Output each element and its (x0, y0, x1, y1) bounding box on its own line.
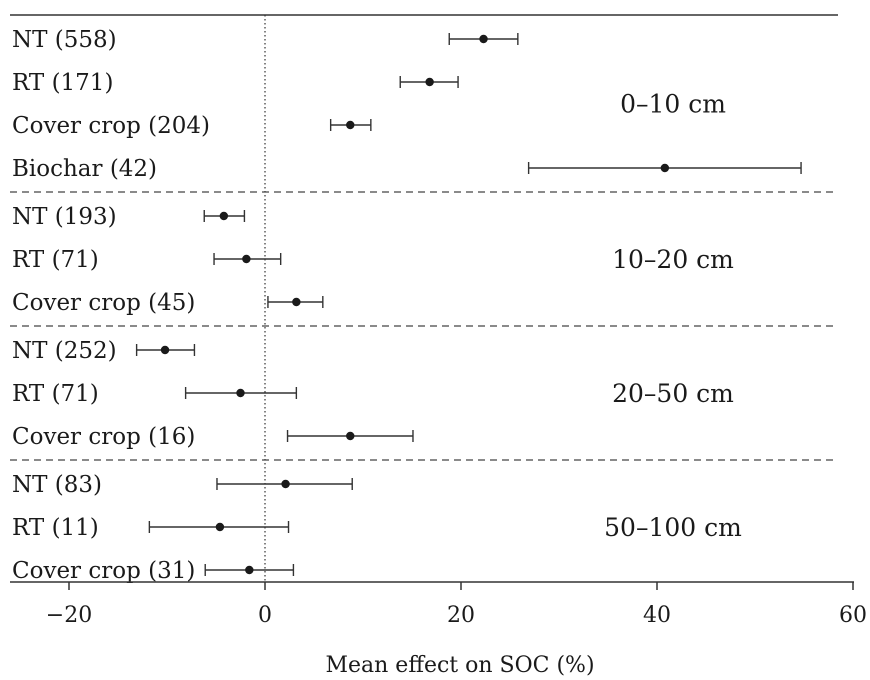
row-label: Cover crop (31) (12, 558, 195, 584)
x-axis-title: Mean effect on SOC (%) (325, 653, 594, 678)
depth-label: 50–100 cm (604, 513, 742, 542)
mean-point (160, 345, 170, 355)
x-tick-label: 40 (643, 603, 671, 628)
mean-point (236, 388, 245, 398)
mean-point (425, 77, 434, 87)
row-label: RT (171) (12, 70, 113, 96)
mean-point (660, 163, 670, 173)
mean-point (245, 565, 254, 575)
row-label: Biochar (42) (12, 156, 157, 182)
row-label: RT (11) (12, 515, 99, 541)
mean-point (242, 254, 251, 264)
x-tick-label: 20 (447, 603, 475, 628)
mean-point (219, 211, 229, 221)
x-tick-label: 0 (258, 603, 272, 628)
row-label: RT (71) (12, 381, 99, 407)
mean-point (346, 120, 355, 130)
depth-label: 0–10 cm (620, 90, 726, 119)
row-label: NT (83) (12, 472, 102, 498)
depth-label: 20–50 cm (612, 379, 734, 408)
mean-point (281, 479, 290, 489)
row-label: Cover crop (204) (12, 113, 210, 139)
mean-point (292, 297, 301, 307)
row-label: RT (71) (12, 247, 99, 273)
mean-point (215, 522, 225, 532)
row-label: NT (193) (12, 204, 117, 230)
mean-point (346, 431, 355, 441)
mean-point (479, 34, 488, 44)
row-label: NT (558) (12, 27, 117, 53)
x-tick-label: −20 (46, 603, 92, 628)
depth-label: 10–20 cm (612, 245, 734, 274)
row-label: Cover crop (45) (12, 290, 195, 316)
row-label: Cover crop (16) (12, 424, 195, 450)
row-label: NT (252) (12, 338, 117, 364)
x-tick-label: 60 (839, 603, 867, 628)
